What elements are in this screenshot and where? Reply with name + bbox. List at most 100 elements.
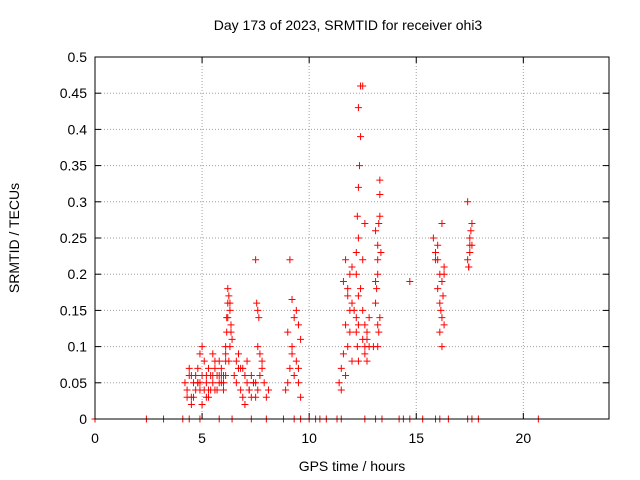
data-point [348, 357, 356, 365]
data-point [254, 386, 262, 394]
data-point [245, 386, 253, 394]
data-point [353, 212, 361, 220]
data-point [363, 328, 371, 336]
y-tick-label: 0.15 [60, 302, 87, 318]
data-point [350, 306, 358, 314]
data-point [196, 350, 204, 358]
data-point [294, 379, 302, 387]
data-point [346, 270, 354, 278]
data-point [256, 350, 264, 358]
data-point [359, 82, 367, 90]
y-axis-label: SRMTID / TECUs [6, 183, 22, 293]
data-point [363, 335, 371, 343]
data-point [342, 256, 350, 264]
data-point [352, 328, 360, 336]
data-point [357, 285, 365, 293]
data-point [374, 241, 382, 249]
data-point [220, 386, 227, 394]
data-point [224, 299, 232, 307]
data-point [365, 314, 373, 322]
data-point [352, 248, 360, 256]
data-point [352, 314, 360, 322]
data-point [243, 379, 251, 387]
data-point [354, 292, 362, 300]
y-tick-label: 0.45 [60, 85, 87, 101]
data-point [288, 350, 296, 358]
data-point [294, 321, 302, 329]
data-point [342, 372, 350, 380]
data-point [223, 314, 231, 322]
data-point [284, 328, 292, 336]
data-point [344, 285, 352, 293]
data-point [376, 314, 384, 322]
data-point [239, 393, 247, 401]
data-point [335, 379, 343, 387]
data-point [372, 299, 380, 307]
y-tick-label: 0.25 [60, 230, 87, 246]
data-point [194, 379, 202, 387]
data-point [183, 393, 191, 401]
data-point [264, 386, 272, 394]
data-point [286, 256, 294, 264]
data-point [258, 364, 266, 372]
data-point [255, 314, 263, 322]
data-point [467, 227, 475, 235]
data-point [344, 343, 352, 351]
data-point [205, 364, 213, 372]
data-point [247, 372, 255, 380]
data-point [260, 379, 268, 387]
data-point [224, 285, 232, 293]
data-point [232, 357, 240, 365]
data-point [348, 263, 356, 271]
data-point [234, 350, 242, 358]
data-point [227, 328, 235, 336]
data-point [247, 393, 255, 401]
data-point [226, 306, 234, 314]
data-point [256, 372, 264, 380]
data-point [288, 296, 296, 304]
data-point [375, 328, 383, 336]
data-point [228, 335, 236, 343]
data-point [262, 393, 270, 401]
data-point [232, 379, 240, 387]
data-point [217, 364, 225, 372]
data-point [282, 386, 290, 394]
data-point [243, 357, 251, 365]
data-point [377, 248, 385, 256]
data-point [354, 234, 362, 242]
data-point [202, 372, 210, 380]
data-point [359, 256, 367, 264]
data-point [464, 198, 472, 206]
data-point [339, 350, 347, 358]
data-point [183, 386, 191, 394]
data-point [209, 372, 217, 380]
data-point [205, 386, 213, 394]
data-point [337, 364, 345, 372]
data-point [226, 343, 234, 351]
data-point [215, 357, 223, 365]
data-point [185, 364, 193, 372]
data-point [376, 212, 384, 220]
x-tick-label: 20 [516, 430, 532, 446]
data-point [196, 386, 204, 394]
data-point [465, 263, 473, 271]
data-point [466, 234, 474, 242]
data-point [198, 343, 206, 351]
data-point [297, 335, 305, 343]
data-point [354, 357, 362, 365]
data-point [354, 183, 362, 191]
data-point [198, 401, 206, 409]
data-point [227, 321, 235, 329]
data-point [339, 277, 347, 285]
data-points [91, 82, 542, 423]
x-tick-label: 15 [408, 430, 424, 446]
data-point [355, 162, 363, 170]
data-point [237, 386, 245, 394]
data-point [348, 299, 356, 307]
data-point [284, 379, 292, 387]
data-point [342, 321, 350, 329]
axis-ticks: 0 0.05 0.1 0.15 0.2 0.25 0.3 0.35 0.4 0.45 0.5 0 5 10… [60, 49, 609, 446]
data-point [344, 292, 352, 300]
data-point [437, 306, 445, 314]
